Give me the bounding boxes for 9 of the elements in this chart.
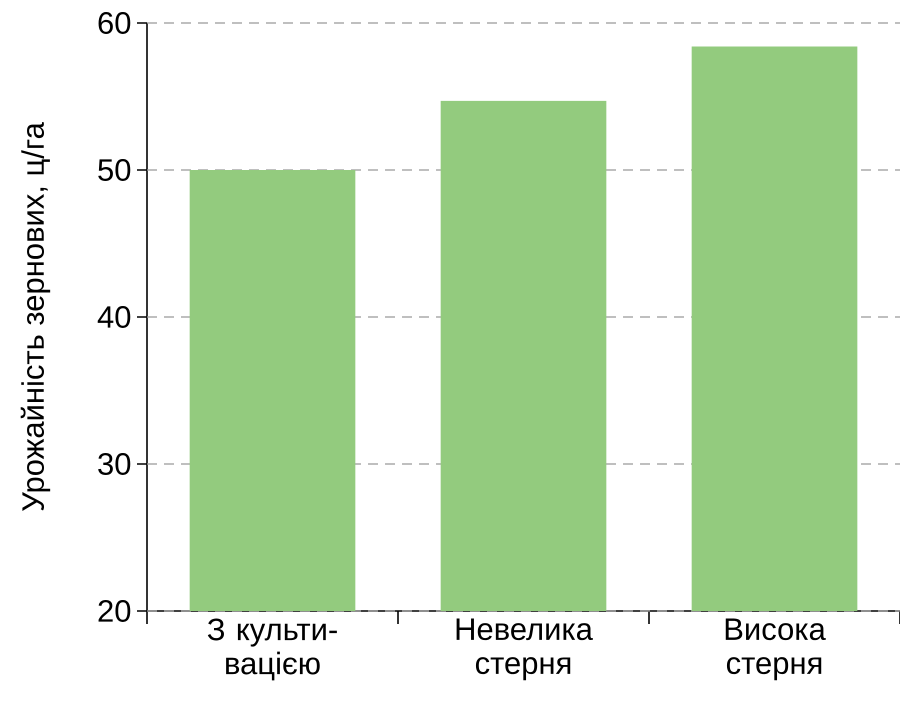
x-tick-label: Невелика стерня — [456, 618, 593, 680]
y-tick-label: 20 — [98, 600, 130, 622]
y-tick-label: 30 — [98, 453, 130, 475]
y-tick-label: 60 — [98, 12, 130, 34]
x-tick-label: Висока стерня — [726, 618, 826, 680]
x-tick-label: З культи- вацією — [208, 618, 337, 680]
y-tick-label: 50 — [98, 159, 130, 181]
y-axis-title: Урожайність зернових, ц/га — [20, 122, 50, 511]
y-tick-label: 40 — [98, 306, 130, 328]
